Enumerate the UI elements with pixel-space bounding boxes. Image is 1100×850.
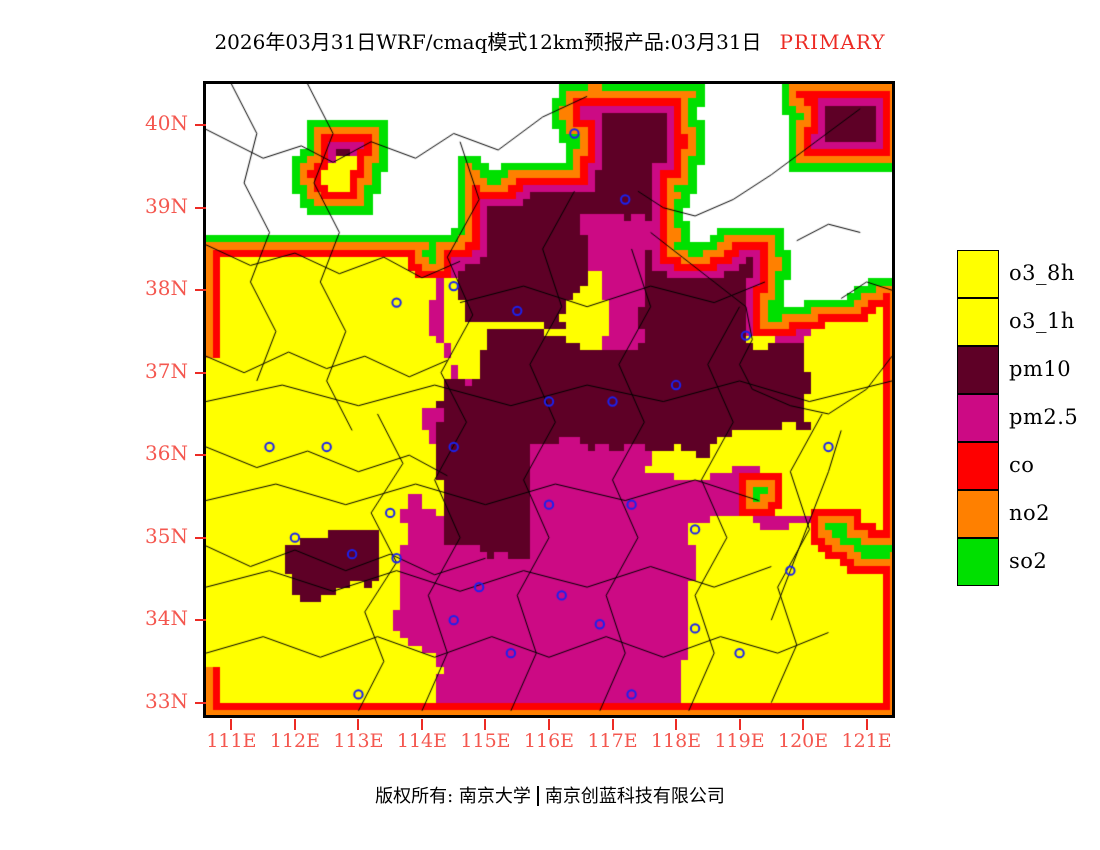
legend-color-swatch [957, 490, 999, 538]
x-axis-tick [611, 719, 614, 730]
x-axis-tick [357, 719, 360, 730]
y-axis-label: 35N [145, 523, 188, 548]
y-axis-label: 39N [145, 193, 188, 218]
footer-separator [536, 786, 539, 806]
legend-label: so2 [1009, 549, 1048, 573]
legend-label: pm2.5 [1009, 405, 1079, 429]
title-primary-tag: PRIMARY [779, 30, 886, 54]
footer-left: 版权所有: 南京大学 [375, 786, 531, 807]
x-axis-tick [738, 719, 741, 730]
x-axis-label: 112E [269, 730, 320, 752]
legend-color-swatch [957, 442, 999, 490]
page-title: 2026年03月31日WRF/cmaq模式12km预报产品:03月31日 PRIM… [0, 26, 1100, 55]
pollutant-heatmap-canvas [206, 84, 892, 715]
y-axis-label: 36N [145, 441, 188, 466]
x-axis-tick [230, 719, 233, 730]
y-axis-tick [195, 124, 206, 127]
legend-item[interactable]: o3_8h [957, 250, 1097, 298]
y-axis-label: 33N [145, 688, 188, 713]
y-axis-label: 37N [145, 358, 188, 383]
x-axis-tick [675, 719, 678, 730]
y-axis-tick [195, 454, 206, 457]
x-axis-label: 118E [650, 730, 702, 752]
legend-item[interactable]: so2 [957, 538, 1097, 586]
y-axis-tick [195, 206, 206, 209]
copyright-footer: 版权所有: 南京大学 南京创蓝科技有限公司 [0, 782, 1100, 808]
y-axis-tick [195, 536, 206, 539]
legend-item[interactable]: co [957, 442, 1097, 490]
x-axis-label: 116E [523, 730, 575, 752]
title-main: 2026年03月31日WRF/cmaq模式12km预报产品:03月31日 [214, 30, 762, 54]
legend-item[interactable]: no2 [957, 490, 1097, 538]
x-axis-label: 119E [714, 730, 765, 752]
y-axis-tick [195, 289, 206, 292]
legend-label: co [1009, 453, 1035, 477]
y-axis-tick [195, 371, 206, 374]
legend-color-swatch [957, 250, 999, 298]
y-axis-label: 40N [145, 111, 188, 136]
legend-label: o3_8h [1009, 261, 1075, 285]
map-plot-area[interactable] [203, 81, 895, 718]
footer-right: 南京创蓝科技有限公司 [544, 786, 725, 807]
y-axis-label: 38N [145, 276, 188, 301]
legend-label: o3_1h [1009, 309, 1075, 333]
x-axis-label: 111E [206, 730, 257, 752]
y-axis-label: 34N [145, 606, 188, 631]
legend-color-swatch [957, 298, 999, 346]
legend-label: pm10 [1009, 357, 1072, 381]
legend-item[interactable]: pm2.5 [957, 394, 1097, 442]
legend-label: no2 [1009, 501, 1051, 525]
x-axis-tick [293, 719, 296, 730]
x-axis-label: 121E [841, 730, 892, 752]
y-axis-tick [195, 619, 206, 622]
legend-color-swatch [957, 394, 999, 442]
x-axis-label: 114E [396, 730, 448, 752]
x-axis-tick [865, 719, 868, 730]
x-axis-label: 113E [333, 730, 384, 752]
legend-item[interactable]: o3_1h [957, 298, 1097, 346]
legend-color-swatch [957, 346, 999, 394]
pollutant-legend: o3_8h o3_1h pm10 pm2.5 co no2 so2 [957, 250, 1097, 586]
legend-item[interactable]: pm10 [957, 346, 1097, 394]
legend-color-swatch [957, 538, 999, 586]
x-axis-tick [802, 719, 805, 730]
y-axis-tick [195, 701, 206, 704]
x-axis-label: 117E [587, 730, 638, 752]
x-axis-tick [548, 719, 550, 730]
x-axis-tick [420, 719, 423, 730]
x-axis-label: 115E [460, 730, 511, 752]
x-axis-label: 120E [777, 730, 829, 752]
x-axis-tick [484, 719, 487, 730]
